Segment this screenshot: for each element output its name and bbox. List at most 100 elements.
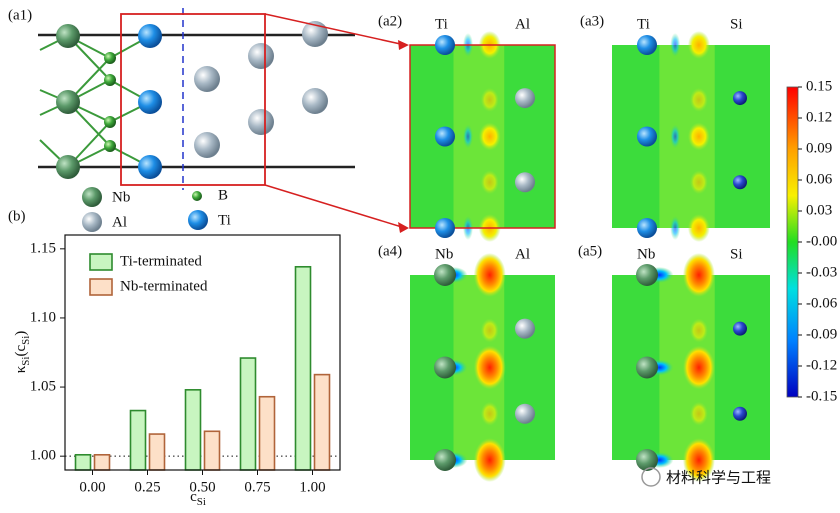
- blob: [480, 401, 499, 426]
- x-axis-label-part: Si: [197, 496, 206, 508]
- watermark: 材料科学与工程: [666, 469, 771, 487]
- atom: [435, 35, 455, 55]
- x-axis-label: cSi: [190, 489, 206, 507]
- y-axis-label-part: Si: [20, 357, 32, 366]
- bar: [148, 433, 166, 471]
- blob: [463, 124, 473, 149]
- legend-atom: [82, 212, 102, 232]
- blob: [480, 87, 499, 112]
- legend-atom: [82, 187, 102, 207]
- atom: [515, 403, 535, 424]
- x-tick-label: 0.00: [79, 479, 105, 495]
- y-tick-label: 1.15: [30, 240, 56, 256]
- map-right-label: Al: [515, 246, 530, 262]
- map-left-label: Nb: [637, 246, 655, 262]
- blob: [689, 318, 708, 343]
- bar: [203, 430, 221, 471]
- bar: [184, 389, 202, 471]
- map-right-label: Al: [515, 16, 530, 32]
- atom: [637, 35, 657, 55]
- bar: [313, 373, 331, 471]
- atom: [194, 132, 220, 158]
- legend-swatch: [89, 253, 113, 271]
- legend-label: Al: [112, 214, 127, 230]
- panel-label: (a1): [8, 7, 32, 23]
- panel-label: (a3): [580, 13, 604, 29]
- legend-atom: [192, 191, 202, 201]
- bar: [258, 395, 276, 471]
- atom: [434, 264, 456, 286]
- arrowheads: [398, 40, 409, 233]
- x-tick-label: 0.50: [189, 479, 215, 495]
- map-left-label: Nb: [435, 246, 453, 262]
- atom: [138, 90, 162, 114]
- blob: [480, 170, 499, 195]
- legend-swatch: [89, 278, 113, 296]
- map-left-label: Ti: [637, 16, 650, 32]
- atom: [435, 218, 455, 238]
- heatmap: (a2) Ti Al: [378, 13, 556, 242]
- blob: [670, 33, 681, 57]
- colorbar-tick-label: -0.15: [806, 388, 837, 404]
- blob: [670, 124, 681, 149]
- y-axis-label: κSi(cSi): [13, 331, 31, 374]
- bar: [93, 453, 111, 471]
- panel-label: (a2): [378, 13, 402, 29]
- legend-atom: [188, 210, 208, 230]
- blob: [689, 87, 708, 112]
- atom: [56, 24, 80, 48]
- atom: [515, 88, 535, 109]
- blob: [682, 345, 715, 390]
- atom: [104, 140, 116, 152]
- atom: [636, 264, 658, 286]
- atom: [733, 406, 747, 421]
- colorbar-tick-label: -0.06: [806, 295, 838, 311]
- atom: [248, 43, 274, 69]
- blob: [473, 345, 506, 390]
- x-tick-label: 0.25: [134, 479, 160, 495]
- panel-a1: (a1) Nb Al B Ti: [8, 7, 409, 233]
- zoom-line: [264, 13, 406, 46]
- plot-frame: [64, 234, 341, 471]
- heatmap: (a5) Nb Si: [578, 243, 770, 482]
- atom: [733, 321, 747, 336]
- atom: [636, 356, 658, 379]
- atom: [104, 52, 116, 64]
- y-axis-label-part: ): [13, 331, 29, 336]
- blob: [473, 438, 506, 482]
- colorbar-tick-label: 0.03: [806, 202, 832, 218]
- map-frame: [409, 44, 556, 229]
- legend-label: Ti: [218, 212, 231, 228]
- y-axis-label-part: (c: [13, 345, 29, 357]
- x-tick-label: 0.75: [244, 479, 270, 495]
- atom: [138, 24, 162, 48]
- zoom-box: [120, 13, 266, 186]
- blob: [670, 216, 681, 240]
- panel-label: (a5): [578, 243, 602, 259]
- colorbar-tick-label: 0.15: [806, 78, 832, 94]
- atom: [248, 109, 274, 135]
- blob: [682, 253, 715, 297]
- atom: [435, 126, 455, 147]
- atom: [56, 155, 80, 179]
- blob: [689, 401, 708, 426]
- atom: [434, 449, 456, 471]
- atom: [733, 175, 747, 190]
- legend-label: Nb: [112, 189, 130, 205]
- y-tick-label: 1.05: [30, 378, 56, 394]
- bar: [239, 357, 257, 471]
- colorbar-tick-label: 0.12: [806, 109, 832, 125]
- bar: [294, 265, 312, 471]
- map-left-label: Ti: [435, 16, 448, 32]
- atom: [637, 126, 657, 147]
- atom: [302, 21, 328, 47]
- atom: [104, 116, 116, 128]
- blob: [687, 122, 710, 151]
- heatmap: (a3) Ti Si: [580, 13, 770, 242]
- blob: [682, 438, 715, 482]
- colorbar-tick-label: -0.12: [806, 357, 837, 373]
- atom: [636, 449, 658, 471]
- atom: [637, 218, 657, 238]
- zoom-line: [264, 184, 406, 229]
